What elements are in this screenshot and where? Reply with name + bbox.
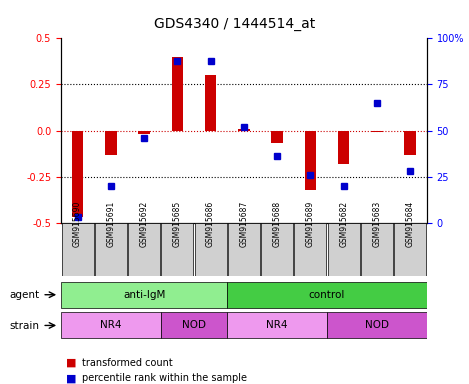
- Text: GSM915691: GSM915691: [106, 201, 115, 247]
- Bar: [172, 57, 183, 131]
- Text: ■: ■: [66, 373, 76, 383]
- FancyBboxPatch shape: [227, 313, 327, 338]
- Text: GSM915692: GSM915692: [140, 201, 149, 247]
- Bar: [371, 131, 383, 132]
- FancyBboxPatch shape: [161, 223, 193, 276]
- FancyBboxPatch shape: [327, 313, 427, 338]
- Text: control: control: [309, 290, 345, 300]
- Text: GSM915682: GSM915682: [339, 201, 348, 247]
- Text: NOD: NOD: [182, 320, 206, 331]
- FancyBboxPatch shape: [95, 223, 127, 276]
- Text: anti-IgM: anti-IgM: [123, 290, 165, 300]
- FancyBboxPatch shape: [128, 223, 160, 276]
- Text: GSM915685: GSM915685: [173, 201, 182, 247]
- Bar: [404, 131, 416, 154]
- Bar: [105, 131, 117, 154]
- Bar: [338, 131, 349, 164]
- Text: NOD: NOD: [365, 320, 389, 331]
- Text: NR4: NR4: [100, 320, 121, 331]
- Text: GSM915687: GSM915687: [239, 201, 249, 247]
- Text: GSM915684: GSM915684: [406, 201, 415, 247]
- FancyBboxPatch shape: [228, 223, 260, 276]
- Text: agent: agent: [9, 290, 39, 300]
- Bar: [238, 129, 250, 131]
- FancyBboxPatch shape: [328, 223, 360, 276]
- FancyBboxPatch shape: [61, 282, 227, 308]
- FancyBboxPatch shape: [394, 223, 426, 276]
- Text: GSM915690: GSM915690: [73, 200, 82, 247]
- FancyBboxPatch shape: [195, 223, 227, 276]
- Bar: [72, 131, 83, 217]
- FancyBboxPatch shape: [361, 223, 393, 276]
- Bar: [138, 131, 150, 134]
- FancyBboxPatch shape: [261, 223, 293, 276]
- Text: NR4: NR4: [266, 320, 288, 331]
- Text: strain: strain: [9, 321, 39, 331]
- Text: GDS4340 / 1444514_at: GDS4340 / 1444514_at: [154, 17, 315, 31]
- Text: GSM915686: GSM915686: [206, 201, 215, 247]
- FancyBboxPatch shape: [295, 223, 326, 276]
- Text: GSM915683: GSM915683: [372, 201, 381, 247]
- Text: percentile rank within the sample: percentile rank within the sample: [82, 373, 247, 383]
- Text: transformed count: transformed count: [82, 358, 173, 368]
- Bar: [205, 75, 216, 131]
- FancyBboxPatch shape: [61, 223, 93, 276]
- FancyBboxPatch shape: [61, 313, 161, 338]
- FancyBboxPatch shape: [227, 282, 427, 308]
- Text: GSM915688: GSM915688: [272, 201, 282, 247]
- Bar: [271, 131, 283, 144]
- Text: ■: ■: [66, 358, 76, 368]
- Bar: [304, 131, 316, 190]
- Text: GSM915689: GSM915689: [306, 201, 315, 247]
- FancyBboxPatch shape: [161, 313, 227, 338]
